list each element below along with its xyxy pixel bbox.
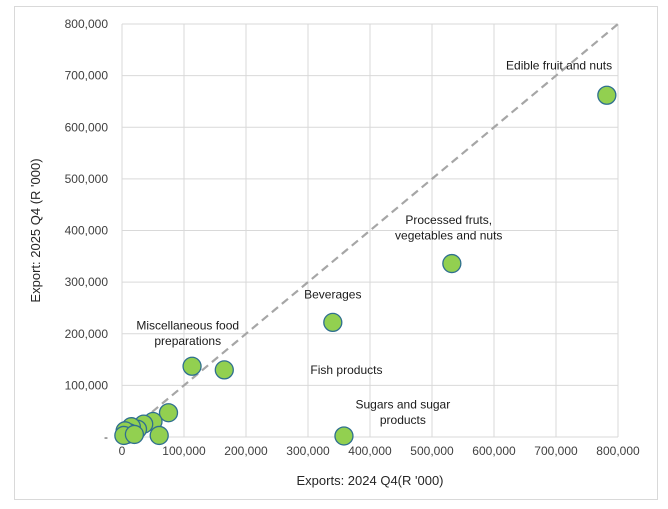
x-tick-label: 200,000 — [224, 444, 268, 458]
reference-line — [121, 23, 619, 438]
x-tick-label: 600,000 — [472, 444, 516, 458]
grid-lines — [121, 23, 619, 438]
annotations: Edible fruit and nuts Processed fruts,veg… — [136, 58, 612, 427]
x-tick-label: 400,000 — [348, 444, 392, 458]
y-tick-label: 400,000 — [65, 224, 109, 238]
y-tick-label: 300,000 — [65, 275, 109, 289]
x-tick-label: 700,000 — [534, 444, 578, 458]
y-tick-labels: - 100,000 200,000 300,000 400,000 500,000 600,… — [65, 17, 109, 444]
data-point — [442, 253, 462, 274]
y-tick-label: 200,000 — [65, 327, 109, 341]
x-tick-labels: 0 100,000 200,000 300,000 400,000 500,000 600,… — [119, 444, 640, 458]
point-annotation: Miscellaneous food — [136, 319, 239, 333]
y-tick-label: 700,000 — [65, 69, 109, 83]
chart-frame — [14, 6, 658, 500]
point-annotation: preparations — [154, 334, 221, 348]
data-point — [323, 312, 343, 333]
y-tick-label: - — [104, 430, 108, 444]
x-tick-label: 500,000 — [410, 444, 454, 458]
data-point — [214, 360, 234, 380]
data-point — [334, 426, 354, 446]
reference-line-group — [121, 23, 619, 438]
point-annotation: Edible fruit and nuts — [506, 58, 612, 72]
x-tick-label: 100,000 — [162, 444, 206, 458]
point-annotation: products — [380, 413, 426, 427]
x-axis-title: Exports: 2024 Q4(R '000) — [297, 473, 444, 488]
y-tick-label: 500,000 — [65, 172, 109, 186]
y-tick-label: 600,000 — [65, 120, 109, 134]
x-tick-label: 800,000 — [596, 444, 640, 458]
y-tick-label: 100,000 — [65, 378, 109, 392]
data-point — [597, 85, 617, 105]
data-point — [149, 425, 169, 446]
point-annotation: Processed fruts, — [405, 213, 492, 227]
point-annotation: vegetables and nuts — [395, 228, 502, 242]
y-axis-title: Export: 2025 Q4 (R '000) — [28, 158, 43, 302]
data-points — [114, 85, 617, 446]
y-tick-label: 800,000 — [65, 17, 109, 31]
data-point — [158, 403, 179, 423]
x-tick-label: 300,000 — [286, 444, 330, 458]
point-annotation: Fish products — [310, 363, 382, 377]
data-point — [182, 356, 202, 376]
point-annotation: Beverages — [304, 288, 361, 302]
point-annotation: Sugars and sugar — [355, 398, 450, 412]
x-tick-label: 0 — [119, 444, 126, 458]
data-point — [124, 424, 145, 445]
